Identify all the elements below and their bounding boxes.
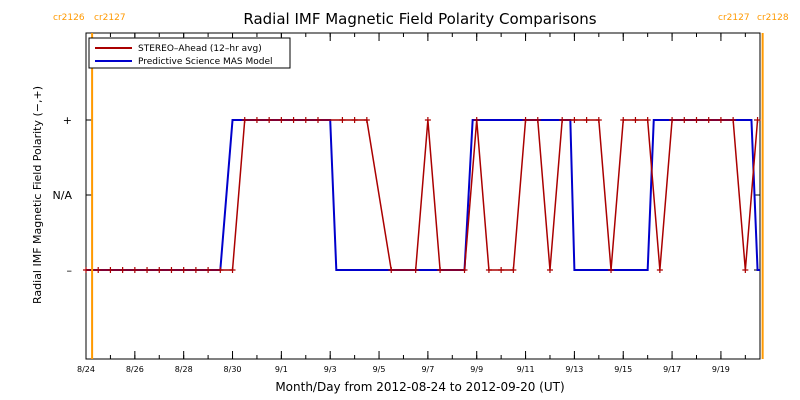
stereo-data-point	[119, 267, 126, 273]
stereo-data-point	[290, 117, 297, 123]
chart-title: Radial IMF Magnetic Field Polarity Compa…	[243, 10, 596, 28]
x-tick-label: 8/26	[126, 365, 144, 374]
x-tick-label: 8/28	[175, 365, 193, 374]
plot-frame	[85, 32, 761, 360]
stereo-data-point	[302, 117, 309, 123]
stereo-data-point	[205, 267, 212, 273]
x-tick-label: 9/1	[275, 365, 288, 374]
stereo-data-point	[705, 117, 712, 123]
stereo-data-point	[107, 267, 114, 273]
stereo-data-point	[192, 267, 199, 273]
x-tick-label: 9/3	[324, 365, 337, 374]
x-axis-ticks: 8/24 8/26 8/28 8/30 9/1 9/3 9/5 9/7 9/9 9/11 9/13 9…	[77, 33, 746, 374]
stereo-data-point	[131, 267, 138, 273]
stereo-data-point	[461, 267, 468, 273]
stereo-data-point	[571, 117, 578, 123]
stereo-data-point	[363, 117, 370, 123]
x-tick-label: 9/19	[712, 365, 730, 374]
stereo-data-point	[656, 267, 663, 273]
stereo-data-point	[559, 117, 566, 123]
stereo-data-point	[583, 117, 590, 123]
x-tick-label: 9/11	[517, 365, 535, 374]
stereo-data-point	[180, 267, 187, 273]
y-tick-label: –	[67, 264, 73, 277]
stereo-data-point	[156, 267, 163, 273]
legend: STEREO–Ahead (12–hr avg) Predictive Scie…	[88, 37, 291, 69]
stereo-data-point	[314, 117, 321, 123]
x-tick-label: 9/5	[373, 365, 386, 374]
stereo-data-point	[388, 267, 395, 273]
series-line-mas	[86, 119, 760, 271]
stereo-data-point	[546, 267, 553, 273]
stereo-data-point	[754, 117, 761, 123]
stereo-data-point	[534, 117, 541, 123]
stereo-data-point	[522, 117, 529, 123]
series-line-stereo	[86, 119, 759, 271]
x-axis-label: Month/Day from 2012-08-24 to 2012-09-20 …	[275, 380, 564, 394]
stereo-data-point	[510, 267, 517, 273]
stereo-data-point	[229, 267, 236, 273]
legend-label-stereo: STEREO–Ahead (12–hr avg)	[138, 44, 262, 54]
stereo-data-point	[437, 267, 444, 273]
stereo-data-point	[730, 117, 737, 123]
x-tick-label: 9/7	[421, 365, 434, 374]
cr-label-left-a: cr2126	[53, 13, 85, 23]
stereo-data-point	[485, 267, 492, 273]
stereo-data-point	[717, 117, 724, 123]
cr-label-right-b: cr2128	[757, 13, 789, 23]
y-tick-label: N/A	[53, 189, 73, 202]
stereo-data-point	[742, 267, 749, 273]
stereo-data-point	[632, 117, 639, 123]
stereo-data-point	[278, 117, 285, 123]
legend-label-mas: Predictive Science MAS Model	[138, 57, 273, 67]
y-axis-label: Radial IMF Magnetic Field Polarity (−,+)	[31, 86, 44, 304]
stereo-data-point	[339, 117, 346, 123]
stereo-data-point	[424, 117, 431, 123]
series-lines	[83, 117, 761, 273]
cr-label-right-a: cr2127	[718, 13, 750, 23]
stereo-data-point	[681, 117, 688, 123]
stereo-data-point	[693, 117, 700, 123]
stereo-data-point	[241, 117, 248, 123]
stereo-data-point	[620, 117, 627, 123]
x-tick-label: 9/9	[470, 365, 483, 374]
stereo-data-point	[595, 117, 602, 123]
stereo-data-point	[95, 267, 102, 273]
carrington-markers	[91, 33, 764, 359]
stereo-data-point	[608, 267, 615, 273]
x-tick-label: 8/30	[224, 365, 242, 374]
stereo-data-point	[473, 117, 480, 123]
stereo-data-point	[168, 267, 175, 273]
stereo-data-point	[253, 117, 260, 123]
stereo-data-point	[498, 267, 505, 273]
x-tick-label: 8/24	[77, 365, 95, 374]
x-tick-label: 9/15	[614, 365, 632, 374]
stereo-data-point	[412, 267, 419, 273]
stereo-data-point	[351, 117, 358, 123]
stereo-data-point	[217, 267, 224, 273]
stereo-data-point	[644, 117, 651, 123]
x-tick-label: 9/17	[663, 365, 681, 374]
carrington-labels: cr2126 cr2127 cr2127 cr2128	[53, 13, 789, 23]
stereo-data-point	[144, 267, 151, 273]
stereo-data-point	[266, 117, 273, 123]
y-tick-label: +	[63, 114, 72, 127]
stereo-data-point	[669, 117, 676, 123]
legend-box	[88, 37, 291, 69]
cr-label-left-b: cr2127	[94, 13, 126, 23]
stereo-data-point	[83, 267, 89, 273]
x-tick-label: 9/13	[565, 365, 583, 374]
